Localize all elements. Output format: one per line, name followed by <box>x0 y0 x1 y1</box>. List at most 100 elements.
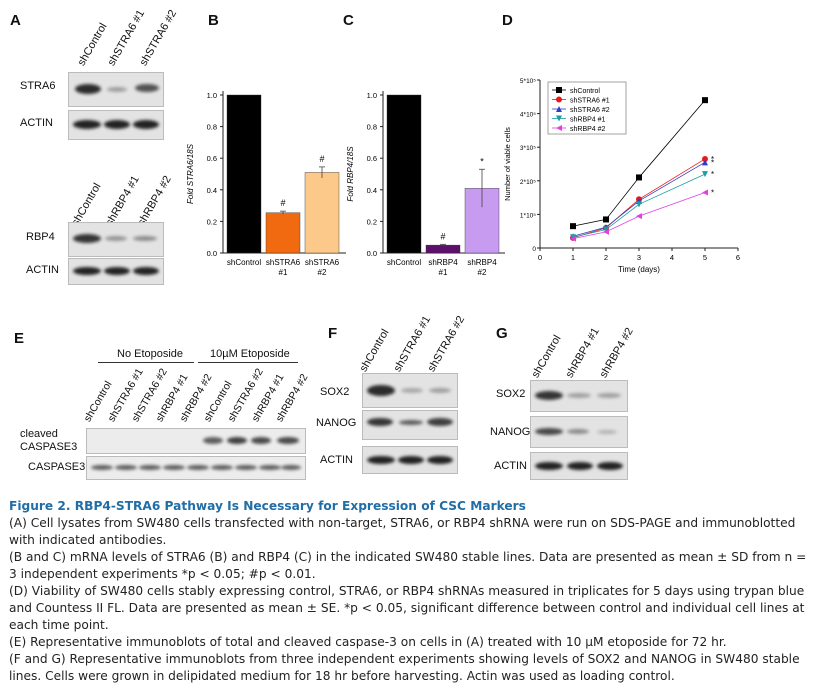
lane-label: shControl <box>357 327 392 374</box>
y-tick-label: 5*10⁵ <box>520 78 536 85</box>
y-tick-label: 0.6 <box>207 154 217 163</box>
series-line <box>572 99 706 227</box>
x-tick-label: shControl <box>387 258 421 267</box>
significance-mark: # <box>319 154 324 164</box>
significance-mark: # <box>440 231 445 241</box>
series-line <box>572 161 706 237</box>
y-tick-label: 0 <box>532 246 536 253</box>
x-tick-label: 2 <box>604 253 608 262</box>
caption-paragraph: (F and G) Representative immunoblots fro… <box>9 652 800 683</box>
significance-mark: # <box>280 198 285 208</box>
y-tick-label: 0.2 <box>367 217 377 226</box>
y-axis-label: Fold RBP4/18S <box>346 146 355 202</box>
data-point <box>702 97 708 104</box>
data-point <box>636 201 642 208</box>
panel-b-label: B <box>208 12 219 29</box>
chart-b: 0.0 0.2 0.4 0.6 0.8 1.0 Fold STRA6/18S shContro… <box>186 91 346 277</box>
row-label-caspase3: CASPASE3 <box>28 461 86 473</box>
blot-actin <box>362 446 458 474</box>
chart-d: 0 1 2 3 4 5 6 0 1*10⁵ 2*10⁵ 3*10⁵ 4*10⁵ 5*10⁵ Time (d… <box>503 78 740 274</box>
data-point <box>702 159 708 166</box>
lane-label: shRBP4 #2 <box>135 173 174 228</box>
caption-paragraph: (A) Cell lysates from SW480 cells transf… <box>9 516 796 547</box>
blot-rbp4 <box>68 222 164 257</box>
data-point <box>570 235 576 242</box>
data-point <box>603 216 609 223</box>
y-tick-label: 1*10⁵ <box>520 212 536 219</box>
lane-label: shControl <box>529 333 564 380</box>
legend-entry: shSTRA6 #2 <box>570 107 610 114</box>
bar <box>386 94 422 254</box>
data-point <box>556 87 562 93</box>
panel-a-label: A <box>10 12 21 29</box>
caption-paragraph: (D) Viability of SW480 cells stably expr… <box>9 584 805 632</box>
significance-mark: * <box>711 155 714 164</box>
blot-actin <box>530 452 628 480</box>
panel-g-label: G <box>496 325 508 342</box>
row-label-actin: ACTIN <box>320 454 353 466</box>
lane-label: shControl <box>69 181 104 228</box>
x-axis-label: Time (days) <box>618 265 660 274</box>
blot-actin <box>68 258 164 285</box>
data-point <box>556 125 562 131</box>
data-point <box>556 106 562 112</box>
blot-caspase3 <box>86 456 306 480</box>
caption-title: Figure 2. RBP4-STRA6 Pathway Is Necessar… <box>9 499 526 513</box>
group-line <box>98 362 194 363</box>
data-point <box>556 115 562 122</box>
legend-entry: shRBP4 #2 <box>570 126 606 133</box>
bar <box>425 244 461 254</box>
y-tick-label: 4*10⁵ <box>520 112 536 119</box>
x-tick-label: 4 <box>670 253 674 262</box>
x-tick-label: shSTRA6 <box>305 258 340 267</box>
figure-caption: Figure 2. RBP4-STRA6 Pathway Is Necessar… <box>9 498 814 685</box>
series-line <box>572 173 706 238</box>
y-tick-label: 2*10⁵ <box>520 179 536 186</box>
data-point <box>702 155 708 162</box>
blot-sox2 <box>530 380 628 412</box>
x-tick-label: #2 <box>478 268 487 277</box>
row-label-actin: ACTIN <box>20 117 53 129</box>
y-tick-label: 0.8 <box>207 123 217 132</box>
x-tick-label: 5 <box>703 253 707 262</box>
x-tick-label: shRBP4 <box>428 258 458 267</box>
x-tick-label: 6 <box>736 253 740 262</box>
significance-mark: * <box>711 170 714 179</box>
y-tick-label: 0.4 <box>367 186 377 195</box>
y-tick-label: 0.6 <box>367 154 377 163</box>
y-axis-label: Fold STRA6/18S <box>186 143 195 204</box>
row-label-nanog: NANOG <box>316 417 357 429</box>
panel-f-label: F <box>328 325 338 342</box>
blot-stra6 <box>68 72 164 107</box>
lane-label: shControl <box>75 21 110 68</box>
x-tick-label: 3 <box>637 253 641 262</box>
y-tick-label: 1.0 <box>367 91 377 100</box>
y-tick-label: 0.4 <box>207 186 217 195</box>
lane-label: shRBP4 #2 <box>597 325 636 380</box>
legend-entry: shRBP4 #1 <box>570 117 606 124</box>
x-tick-label: shControl <box>227 258 261 267</box>
row-label-nanog: NANOG <box>490 426 531 438</box>
y-tick-label: 3*10⁵ <box>520 145 536 152</box>
y-tick-label: 0.0 <box>207 249 217 258</box>
blot-nanog <box>362 410 458 440</box>
y-tick-label: 0.8 <box>367 123 377 132</box>
x-tick-label: #1 <box>279 268 288 277</box>
row-label-sox2: SOX2 <box>496 388 526 400</box>
panel-c-label: C <box>343 12 354 29</box>
row-label-rbp4: RBP4 <box>26 231 55 243</box>
x-tick-label: shSTRA6 <box>266 258 301 267</box>
blot-nanog <box>530 416 628 448</box>
x-tick-label: #1 <box>439 268 448 277</box>
legend-entry: shSTRA6 #1 <box>570 98 610 105</box>
row-label-cleaved-caspase3: cleaved CASPASE3 <box>20 428 78 453</box>
x-tick-label: #2 <box>318 268 327 277</box>
bar <box>226 94 262 254</box>
panel-e-label: E <box>14 330 25 347</box>
data-point <box>603 228 609 235</box>
y-axis-label: Number of viable cells <box>503 127 512 201</box>
y-tick-label: 1.0 <box>207 91 217 100</box>
chart-c: 0.0 0.2 0.4 0.6 0.8 1.0 Fold RBP4/18S shControl… <box>346 91 505 277</box>
data-point <box>603 226 609 233</box>
row-label-actin: ACTIN <box>494 460 527 472</box>
